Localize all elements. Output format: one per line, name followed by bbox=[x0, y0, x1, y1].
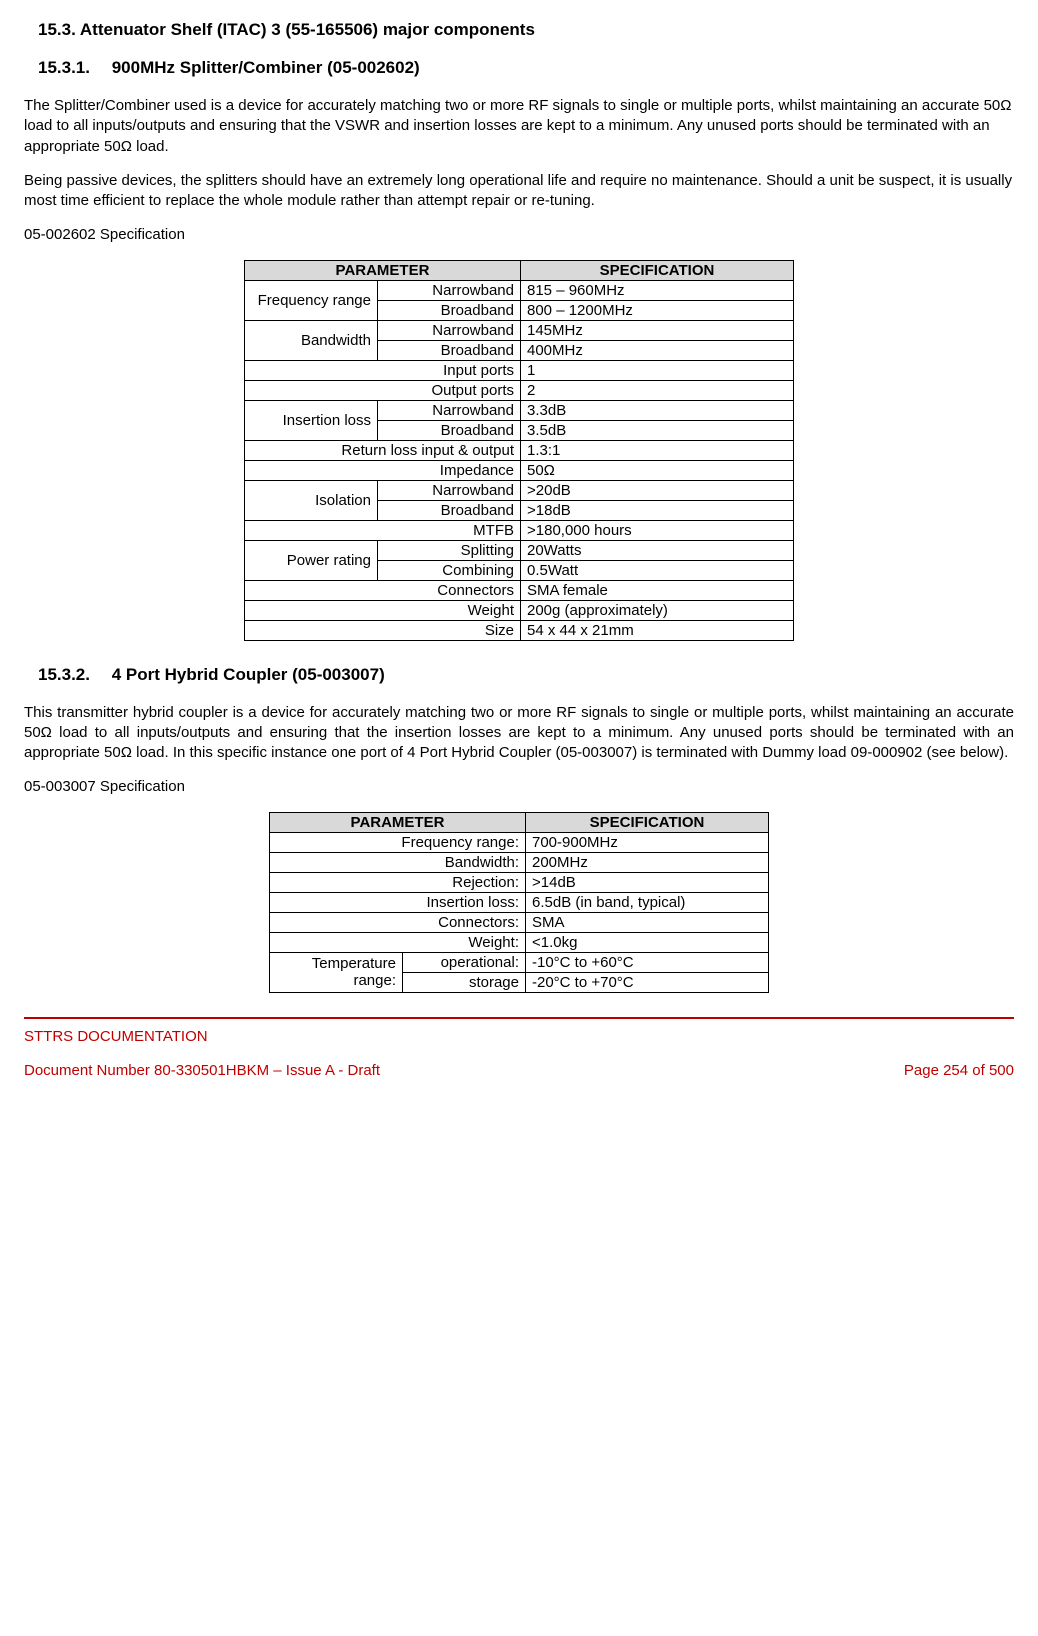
table-spec: >180,000 hours bbox=[521, 520, 794, 540]
table-param-main: Insertion loss bbox=[245, 400, 378, 440]
table-spec: SMA female bbox=[521, 580, 794, 600]
table-param: Size bbox=[245, 620, 521, 640]
table2-header-spec: SPECIFICATION bbox=[526, 812, 769, 832]
footer-title: STTRS DOCUMENTATION bbox=[24, 1027, 1014, 1047]
table-spec: >18dB bbox=[521, 500, 794, 520]
table-spec: 2 bbox=[521, 380, 794, 400]
table-spec: 145MHz bbox=[521, 320, 794, 340]
table-spec: 200g (approximately) bbox=[521, 600, 794, 620]
section1-para1: The Splitter/Combiner used is a device f… bbox=[24, 96, 1014, 157]
table-spec: SMA bbox=[526, 912, 769, 932]
table-param-sub: Broadband bbox=[378, 500, 521, 520]
table-spec: >20dB bbox=[521, 480, 794, 500]
table1-header-param: PARAMETER bbox=[245, 260, 521, 280]
table-spec: 1 bbox=[521, 360, 794, 380]
table-spec: >14dB bbox=[526, 872, 769, 892]
table-param: Input ports bbox=[245, 360, 521, 380]
table-param: Bandwidth: bbox=[270, 852, 526, 872]
table-spec: 54 x 44 x 21mm bbox=[521, 620, 794, 640]
section1-spec-label: 05-002602 Specification bbox=[24, 225, 1014, 245]
table-param-sub: Broadband bbox=[378, 300, 521, 320]
section2-spec-label: 05-003007 Specification bbox=[24, 777, 1014, 797]
spec-table-2: PARAMETER SPECIFICATION Frequency range:… bbox=[269, 812, 769, 993]
table-param-main: Frequency range bbox=[245, 280, 378, 320]
table-param-main: Isolation bbox=[245, 480, 378, 520]
table-spec: 50Ω bbox=[521, 460, 794, 480]
table-param: Weight: bbox=[270, 932, 526, 952]
table-param-sub: storage bbox=[403, 972, 526, 992]
table-param: Weight bbox=[245, 600, 521, 620]
table-param: Rejection: bbox=[270, 872, 526, 892]
table-param-sub: Broadband bbox=[378, 340, 521, 360]
table-param: Return loss input & output bbox=[245, 440, 521, 460]
table-param-sub: operational: bbox=[403, 952, 526, 972]
table-param-sub: Narrowband bbox=[378, 320, 521, 340]
table-spec: 1.3:1 bbox=[521, 440, 794, 460]
table-spec: 200MHz bbox=[526, 852, 769, 872]
table-param: Frequency range: bbox=[270, 832, 526, 852]
footer-page-number: Page 254 of 500 bbox=[904, 1061, 1014, 1081]
table-spec: 0.5Watt bbox=[521, 560, 794, 580]
footer-divider bbox=[24, 1017, 1014, 1019]
table-spec: 6.5dB (in band, typical) bbox=[526, 892, 769, 912]
table-param-sub: Narrowband bbox=[378, 400, 521, 420]
heading-section1: 15.3.1. 900MHz Splitter/Combiner (05-002… bbox=[38, 58, 1014, 78]
spec-table-1: PARAMETER SPECIFICATION Frequency rangeN… bbox=[244, 260, 794, 641]
table-spec: 700-900MHz bbox=[526, 832, 769, 852]
table-spec: <1.0kg bbox=[526, 932, 769, 952]
table-param-main: Power rating bbox=[245, 540, 378, 580]
table-param-sub: Narrowband bbox=[378, 280, 521, 300]
table-param-sub: Broadband bbox=[378, 420, 521, 440]
table-spec: -10°C to +60°C bbox=[526, 952, 769, 972]
footer-doc-number: Document Number 80-330501HBKM – Issue A … bbox=[24, 1061, 380, 1081]
table-spec: -20°C to +70°C bbox=[526, 972, 769, 992]
heading-main: 15.3. Attenuator Shelf (ITAC) 3 (55-1655… bbox=[38, 20, 1014, 40]
table-spec: 20Watts bbox=[521, 540, 794, 560]
table-param: MTFB bbox=[245, 520, 521, 540]
table-param-sub: Narrowband bbox=[378, 480, 521, 500]
table-param: Connectors: bbox=[270, 912, 526, 932]
table-spec: 400MHz bbox=[521, 340, 794, 360]
heading-section2: 15.3.2. 4 Port Hybrid Coupler (05-003007… bbox=[38, 665, 1014, 685]
table-spec: 800 – 1200MHz bbox=[521, 300, 794, 320]
section1-para2: Being passive devices, the splitters sho… bbox=[24, 171, 1014, 212]
table-param-sub: Splitting bbox=[378, 540, 521, 560]
table-param: Impedance bbox=[245, 460, 521, 480]
table-param: Insertion loss: bbox=[270, 892, 526, 912]
table-param: Connectors bbox=[245, 580, 521, 600]
table-param-main: Temperature range: bbox=[270, 952, 403, 992]
table-param-main: Bandwidth bbox=[245, 320, 378, 360]
table2-header-param: PARAMETER bbox=[270, 812, 526, 832]
table-spec: 815 – 960MHz bbox=[521, 280, 794, 300]
table-param-sub: Combining bbox=[378, 560, 521, 580]
table1-header-spec: SPECIFICATION bbox=[521, 260, 794, 280]
table-spec: 3.3dB bbox=[521, 400, 794, 420]
section2-para1: This transmitter hybrid coupler is a dev… bbox=[24, 703, 1014, 764]
table-param: Output ports bbox=[245, 380, 521, 400]
table-spec: 3.5dB bbox=[521, 420, 794, 440]
